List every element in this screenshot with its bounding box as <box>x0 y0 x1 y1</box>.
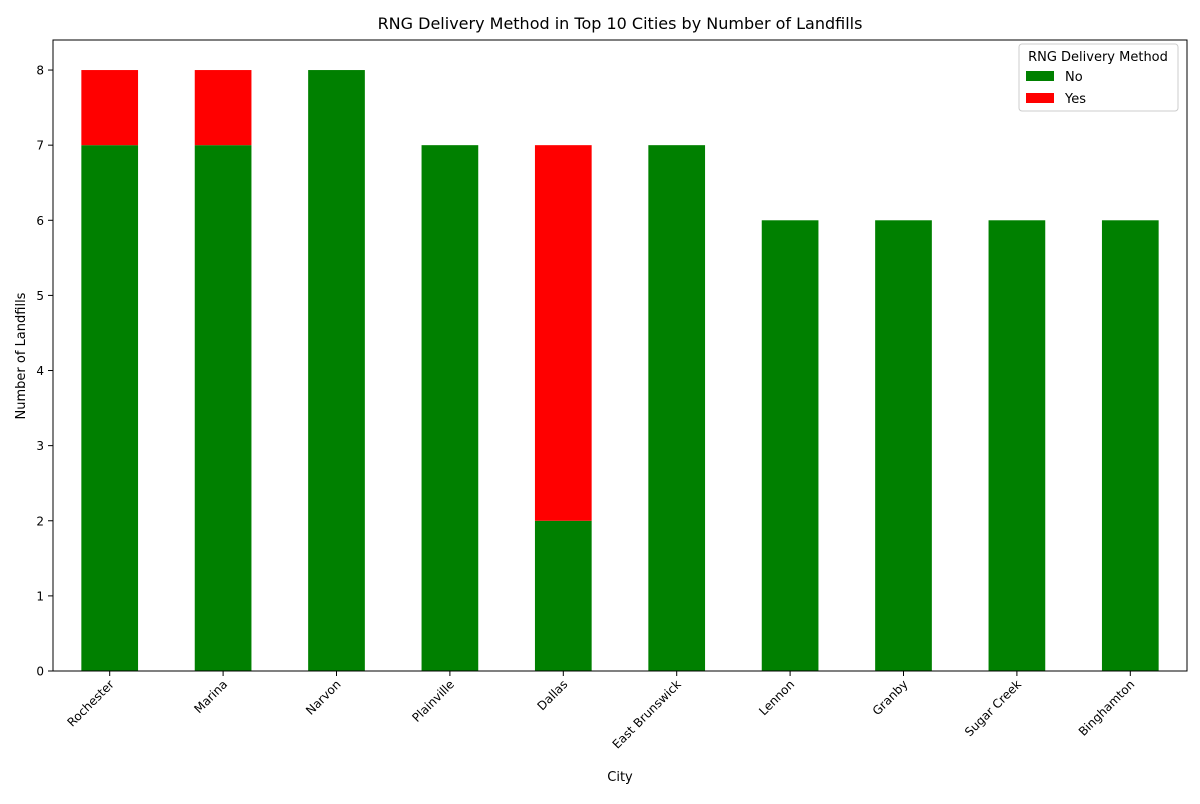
legend-entries: No Yes <box>1026 70 1086 107</box>
legend: RNG Delivery Method No Yes <box>1018 43 1179 112</box>
legend-swatch-no <box>1026 71 1054 81</box>
x-axis-label: City <box>607 770 633 785</box>
x-tick-label: Granby <box>870 677 911 718</box>
x-tick-label: East Brunswick <box>610 677 684 751</box>
chart-title: RNG Delivery Method in Top 10 Cities by … <box>378 14 863 33</box>
bar-no-rochester <box>81 145 139 671</box>
plot-frame <box>52 39 1188 672</box>
y-axis-label: Number of Landfills <box>14 292 29 419</box>
y-tick-label: 4 <box>36 364 44 378</box>
x-tick-label: Dallas <box>534 677 570 713</box>
bar-no-binghamton <box>1101 220 1159 672</box>
bars-layer <box>81 70 1159 672</box>
legend-frame <box>1018 43 1179 112</box>
x-tick-label: Marina <box>191 677 230 716</box>
x-tick-label: Narvon <box>303 677 344 718</box>
x-tick-label: Sugar Creek <box>962 677 1024 739</box>
bar-no-marina <box>194 145 252 671</box>
legend-swatch-yes <box>1026 93 1054 103</box>
bar-yes-marina <box>194 70 252 146</box>
y-axis-ticks: 0 1 2 3 4 5 6 7 8 <box>36 64 53 679</box>
bar-no-dallas <box>534 520 592 671</box>
legend-label-yes: Yes <box>1064 92 1086 107</box>
bar-no-east-brunswick <box>648 145 706 671</box>
x-axis-ticks: Rochester Marina Narvon Plainville Dallas Eas… <box>64 671 1137 751</box>
axes-layer <box>52 39 1188 672</box>
bar-yes-dallas <box>534 145 592 521</box>
bar-no-granby <box>875 220 932 672</box>
y-tick-label: 2 <box>36 514 44 528</box>
y-tick-label: 3 <box>36 439 44 453</box>
y-tick-label: 0 <box>36 665 44 679</box>
y-tick-label: 6 <box>36 214 44 228</box>
x-tick-label: Binghamton <box>1076 677 1138 739</box>
y-tick-label: 7 <box>36 139 44 153</box>
bar-no-narvon <box>308 70 365 672</box>
legend-label-no: No <box>1065 70 1083 85</box>
y-tick-label: 5 <box>36 289 44 303</box>
x-tick-label: Lennon <box>756 677 797 718</box>
bar-yes-rochester <box>81 70 139 146</box>
y-tick-label: 8 <box>36 64 44 78</box>
legend-title: RNG Delivery Method <box>1028 50 1168 65</box>
bar-no-plainville <box>421 145 479 671</box>
x-tick-label: Plainville <box>409 677 457 725</box>
bar-no-lennon <box>761 220 819 672</box>
y-tick-label: 1 <box>36 589 44 603</box>
bar-no-sugar-creek <box>988 220 1046 672</box>
x-tick-label: Rochester <box>64 677 116 729</box>
